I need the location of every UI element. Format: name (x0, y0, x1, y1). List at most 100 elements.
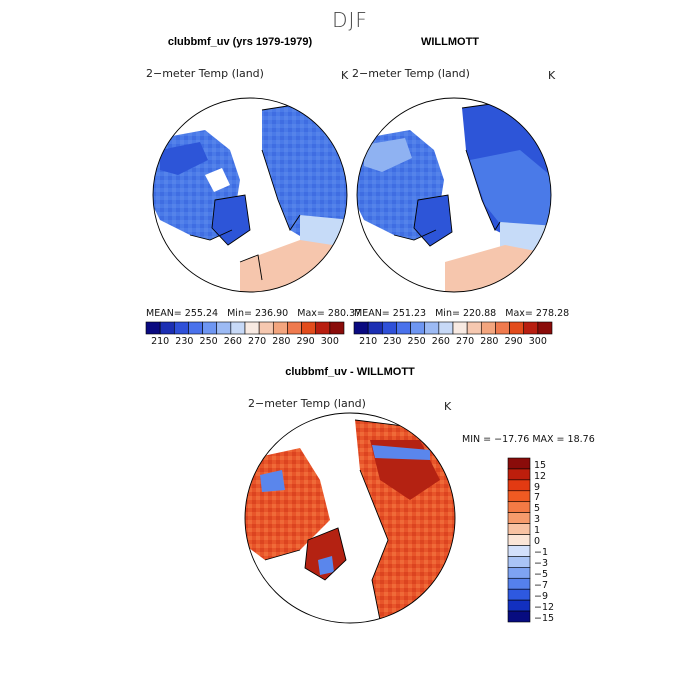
map2-eurasia-mid (470, 150, 551, 230)
panel2-subtitle: 2−meter Temp (land) (352, 67, 470, 80)
map1-alaska (160, 142, 208, 175)
colorbar-panel2-tick-label: 230 (383, 336, 402, 347)
colorbar-panel1-tick-label: 210 (151, 336, 170, 347)
colorbar-panel1-swatch (272, 321, 288, 335)
colorbar-diff-swatch (507, 599, 531, 612)
colorbar-diff-tick-label: −1 (534, 547, 549, 559)
colorbar-diff-tick-label: −15 (534, 612, 555, 624)
colorbar-panel2-tick-label: 280 (480, 336, 499, 347)
colorbar-diff-swatch (507, 457, 531, 470)
panel2-units: K (548, 69, 556, 82)
colorbar-panel1-tick-label: 260 (223, 336, 242, 347)
map1-arctic-islands (205, 168, 230, 192)
map3-greenland (305, 528, 346, 580)
colorbar-panel2-tick-label: 250 (407, 336, 426, 347)
colorbar-diff-swatch (507, 468, 531, 481)
colorbar-panel1-swatch (202, 321, 218, 335)
colorbar-diff-tick-label: 1 (534, 525, 541, 537)
colorbar-diff-tick-label: 9 (534, 481, 541, 493)
colorbar-diff-tick-label: −3 (534, 558, 549, 570)
colorbar-panel2-swatch (509, 321, 525, 335)
colorbar-panel1-swatch (258, 321, 274, 335)
colorbar-diff-swatch (507, 577, 531, 590)
colorbar-diff-swatch (507, 610, 531, 623)
map2-greenland (414, 195, 452, 246)
colorbar-panel2-swatch (523, 321, 539, 335)
colorbar-panel1-swatch (329, 321, 345, 335)
colorbar-panel1-tick-label: 270 (248, 336, 267, 347)
panel2-stats: MEAN= 251.23 Min= 220.88 Max= 278.28 (354, 308, 570, 319)
colorbar-panel1-swatch (188, 321, 203, 335)
colorbar-panel2-swatch (367, 321, 383, 335)
colorbar-panel2-swatch (466, 321, 482, 335)
colorbar-diff-swatch (507, 490, 531, 503)
colorbar-diff-swatch (507, 556, 531, 568)
map-panel2 (357, 98, 551, 292)
colorbar-diff-tick-label: 0 (534, 536, 541, 548)
colorbar-panel1-swatch (244, 321, 260, 335)
colorbar-panel2-swatch (537, 321, 553, 335)
colorbar-panel1-swatch (145, 321, 161, 335)
map2-alaska (364, 138, 412, 172)
colorbar-panel2-tick-label: 270 (456, 336, 475, 347)
map3-alaska-blue (260, 470, 285, 492)
panel3-title: clubbmf_uv - WILLMOTT (285, 366, 415, 378)
colorbar-diff-tick-label: 7 (534, 492, 541, 504)
colorbar-panel1-swatch (301, 321, 317, 335)
colorbar-panel1-tick-label: 300 (320, 336, 339, 347)
colorbar-diff-swatch (507, 479, 531, 492)
colorbar-diff-tick-label: −7 (534, 579, 549, 591)
colorbar-panel1-swatch (315, 321, 331, 335)
colorbar-diff-swatch (507, 545, 531, 557)
map3-blue-fringe (372, 445, 430, 460)
colorbar-diff-tick-label: 5 (534, 503, 541, 515)
colorbar-panel2-tick-label: 290 (504, 336, 523, 347)
colorbar-panel1 (145, 321, 345, 335)
colorbar-panel2-swatch (353, 321, 369, 335)
colorbar-diff-swatch (507, 523, 531, 535)
colorbar-diff-tick-label: 3 (534, 514, 541, 526)
colorbar-diff-tick-label: 12 (534, 470, 547, 482)
colorbar-diff (507, 457, 531, 623)
panel1-units: K (341, 69, 349, 82)
colorbar-panel1-swatch (216, 321, 232, 335)
colorbar-panel2-swatch (381, 321, 397, 335)
colorbar-diff-tick-label: −5 (534, 568, 549, 580)
colorbar-diff-tick-label: −9 (534, 590, 549, 602)
colorbar-panel2-swatch (495, 321, 510, 335)
panel3-stats: MIN = −17.76 MAX = 18.76 (462, 434, 595, 445)
colorbar-panel2-tick-label: 300 (528, 336, 547, 347)
map-panel1 (153, 98, 347, 292)
colorbar-panel2-swatch (396, 321, 411, 335)
colorbar-panel1-swatch (230, 321, 246, 335)
colorbar-panel1-swatch (287, 321, 302, 335)
panel1-subtitle: 2−meter Temp (land) (146, 67, 264, 80)
colorbar-diff-swatch (507, 588, 531, 601)
colorbar-diff-swatch (507, 512, 531, 524)
colorbar-diff-swatch (507, 501, 531, 513)
colorbar-panel1-tick-label: 280 (272, 336, 291, 347)
colorbar-diff-swatch (507, 567, 531, 579)
colorbar-panel2-tick-label: 260 (431, 336, 450, 347)
colorbar-panel1-tick-label: 290 (296, 336, 315, 347)
panel1-stats: MEAN= 255.24 Min= 236.90 Max= 280.37 (146, 308, 362, 319)
colorbar-panel2-tick-label: 210 (359, 336, 378, 347)
colorbar-panel1-swatch (159, 321, 175, 335)
colorbar-panel2-swatch (410, 321, 426, 335)
panel2-title: WILLMOTT (420, 36, 480, 48)
colorbar-panel2-swatch (452, 321, 468, 335)
map-panel3 (245, 413, 455, 623)
map3-greenland-blue (318, 556, 334, 575)
colorbar-panel1-tick-label: 250 (199, 336, 218, 347)
colorbar-panel2-swatch (480, 321, 496, 335)
panel3-subtitle: 2−meter Temp (land) (248, 397, 366, 410)
colorbar-panel2-swatch (438, 321, 454, 335)
season-title: DJF (332, 8, 368, 32)
panel1-title: clubbmf_uv (yrs 1979-1979) (167, 36, 313, 48)
colorbar-panel1-swatch (173, 321, 189, 335)
colorbar-panel2 (353, 321, 553, 335)
colorbar-diff-tick-label: −12 (534, 601, 555, 613)
panel3-units: K (444, 400, 452, 413)
colorbar-panel1-tick-label: 230 (175, 336, 194, 347)
